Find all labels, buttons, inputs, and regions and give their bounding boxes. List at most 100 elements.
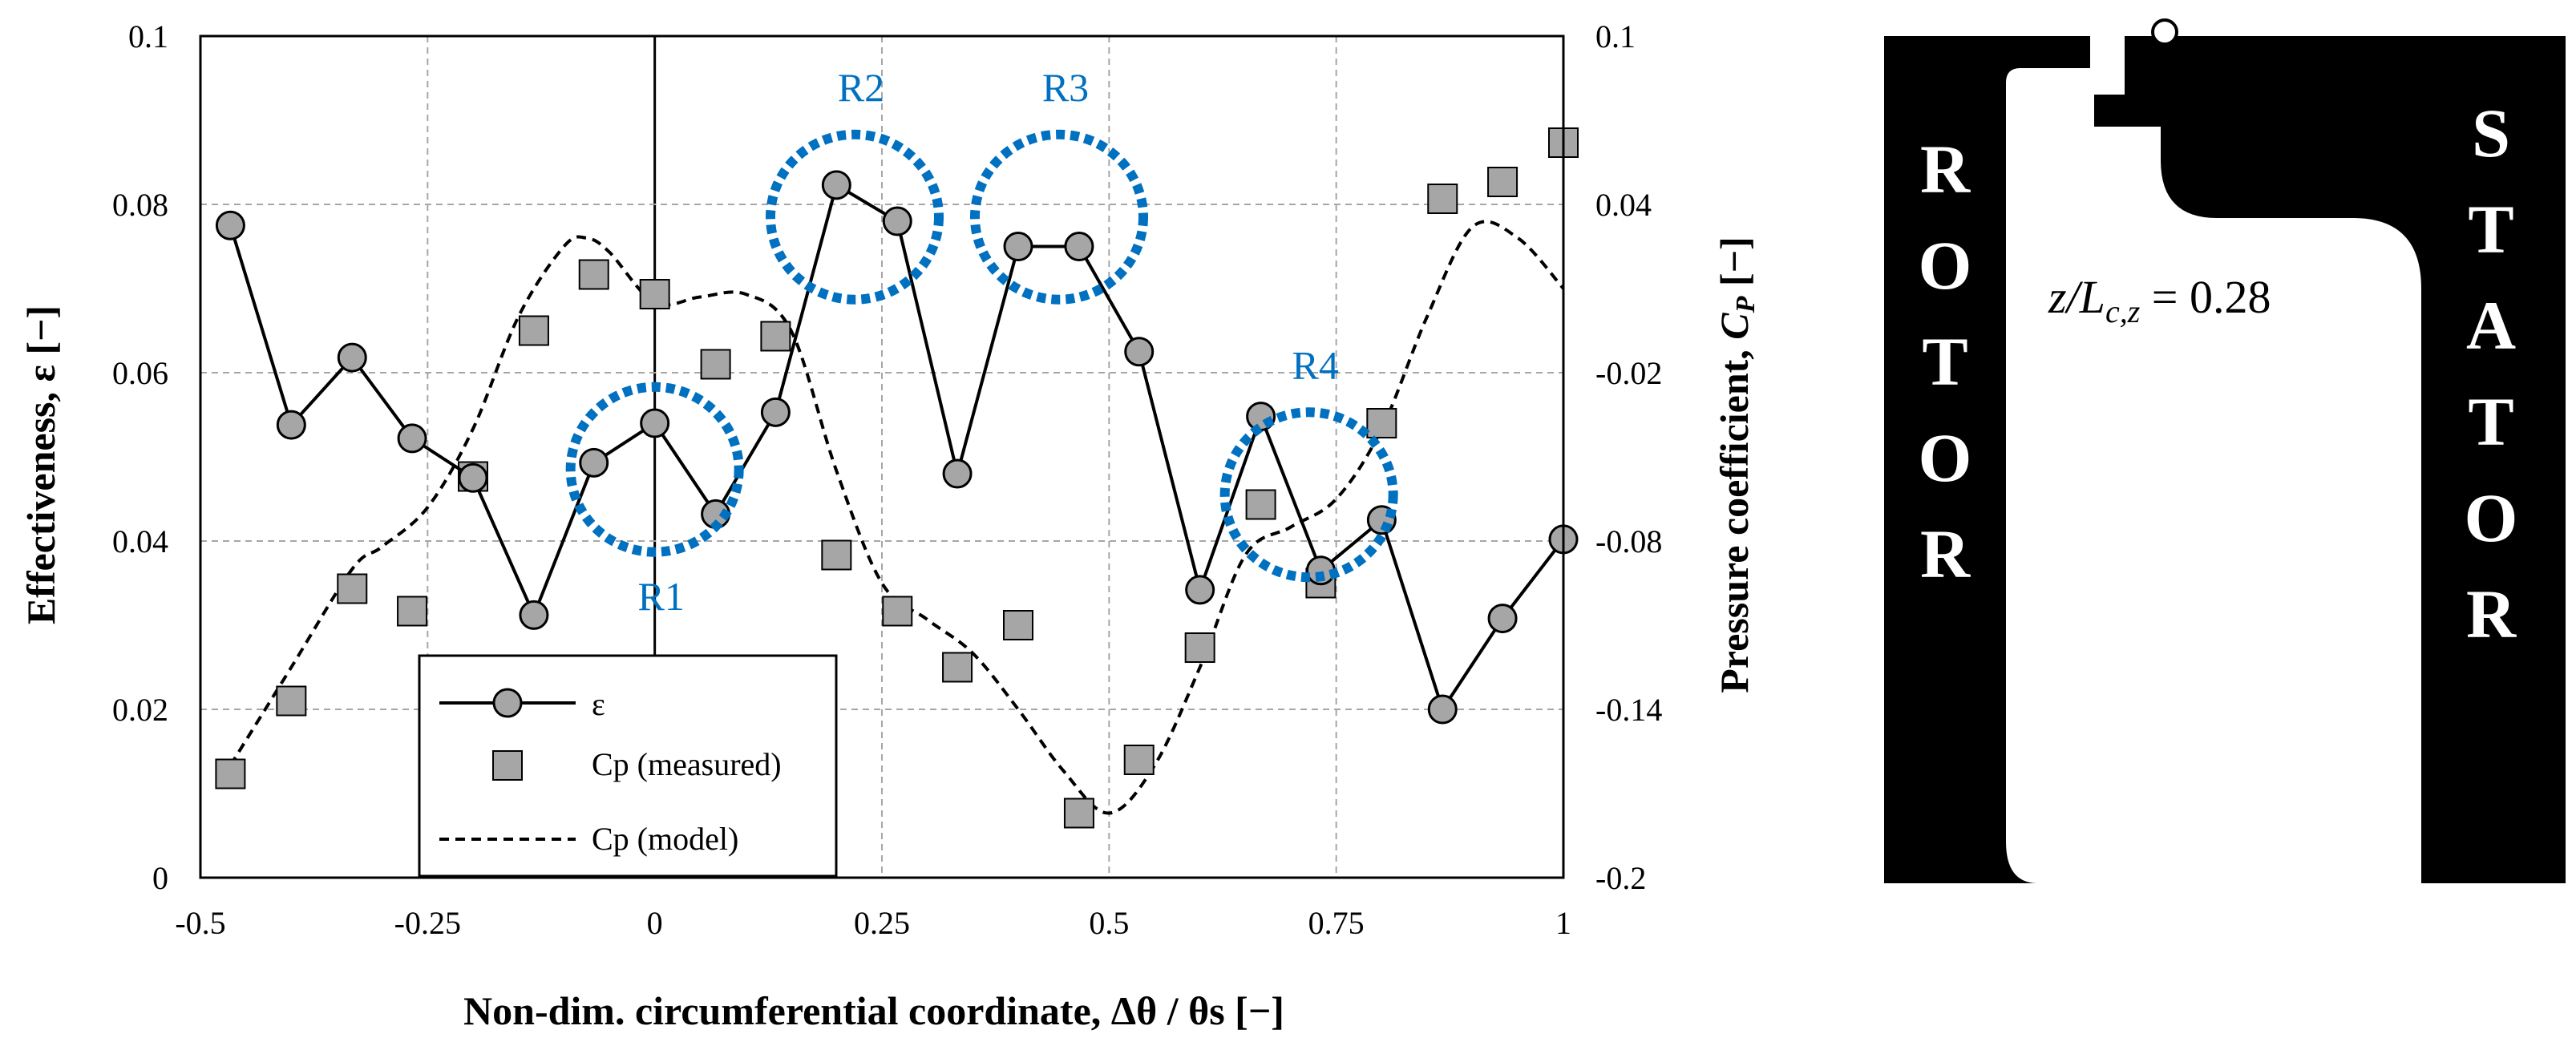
y-right-tick-label: 0.04 xyxy=(1595,187,1652,223)
y-axis-right-title-subscript: P xyxy=(1731,296,1761,313)
effectiveness-point xyxy=(1487,604,1518,634)
region-circle xyxy=(565,382,744,557)
cp-measured-point xyxy=(518,315,549,346)
schematic-letter: R xyxy=(2466,575,2517,652)
cp-measured-point xyxy=(1003,610,1033,640)
effectiveness-point xyxy=(276,410,306,440)
schematic-letter: O xyxy=(1919,419,1972,496)
x-tick-label: 0.75 xyxy=(1308,905,1365,941)
cp-measured-point xyxy=(215,758,246,789)
region-circle xyxy=(766,129,944,305)
cp-measured-point xyxy=(397,596,428,627)
schematic-letter: A xyxy=(2466,287,2516,364)
y-left-tick-label: 0.08 xyxy=(112,187,168,223)
y-left-tick-label: 0 xyxy=(152,860,168,896)
cp-measured-point xyxy=(1184,632,1215,663)
effectiveness-point xyxy=(579,447,609,478)
plot-frame xyxy=(199,34,1565,879)
legend-epsilon-marker xyxy=(492,688,523,718)
region-label: R4 xyxy=(1292,342,1338,387)
x-tick-label: -0.5 xyxy=(175,905,225,941)
y-left-tick-label: 0.06 xyxy=(112,355,168,391)
cp-model-line xyxy=(228,220,1565,815)
cp-measured-point xyxy=(700,349,731,380)
y-axis-right-title-symbol: C xyxy=(1712,313,1757,340)
y-left-tick-label: 0.1 xyxy=(128,18,168,55)
cp-measured-point xyxy=(1245,489,1276,520)
region-label: R3 xyxy=(1042,65,1089,110)
x-tick-label: -0.25 xyxy=(394,905,461,941)
y-left-tick-label: 0.02 xyxy=(112,692,168,728)
x-tick-label: 0.5 xyxy=(1089,905,1129,941)
effectiveness-point xyxy=(215,210,245,240)
cp-measured-point xyxy=(942,652,973,683)
x-tick-label: 0.25 xyxy=(854,905,910,941)
axial-position-rhs: = 0.28 xyxy=(2140,271,2271,323)
axial-position-subscript: c,z xyxy=(2105,293,2141,329)
effectiveness-point xyxy=(458,462,488,493)
effectiveness-point xyxy=(640,408,670,438)
cp-measured-point xyxy=(1427,184,1458,214)
effectiveness-point xyxy=(1003,232,1033,261)
stator-body xyxy=(2094,36,2566,883)
effectiveness-point xyxy=(1185,575,1215,605)
cp-measured-point xyxy=(276,685,307,717)
cp-measured-point xyxy=(1063,798,1094,829)
schematic-letter: T xyxy=(1922,323,1967,400)
region-markers: R1 R2 R3 R4 xyxy=(565,65,1398,619)
x-axis-title: Non-dim. circumferential coordinate, Δθ … xyxy=(463,988,1284,1033)
tick-labels: -0.5 -0.25 0 0.25 0.5 0.75 1 0 0.02 0.04 0.06 0.08 0… xyxy=(112,18,1662,941)
cp-measured-point xyxy=(882,596,913,627)
region-label: R1 xyxy=(637,574,684,619)
y-right-tick-label: -0.2 xyxy=(1595,860,1646,896)
effectiveness-point xyxy=(1427,694,1458,725)
grid xyxy=(200,36,1563,878)
schematic-letter: S xyxy=(2472,95,2510,172)
cp-measured-point xyxy=(337,573,368,604)
schematic-letter: R xyxy=(1920,515,1971,592)
region-label: R2 xyxy=(838,65,884,110)
y-axis-right-title-suffix: [−] xyxy=(1712,236,1757,296)
cp-measured-point xyxy=(639,279,670,309)
legend-cp-model-label: Cp (model) xyxy=(592,821,738,857)
cp-measured-point xyxy=(578,259,609,290)
x-tick-label: 1 xyxy=(1555,905,1571,941)
schematic-letter: R xyxy=(1920,131,1971,208)
axial-position-label: z/Lc,z = 0.28 xyxy=(2048,271,2271,329)
axial-position-lhs: z/L xyxy=(2048,271,2105,323)
effectiveness-point xyxy=(760,397,791,427)
cp-measured-point xyxy=(760,321,791,352)
y-right-tick-label: 0.1 xyxy=(1595,18,1636,55)
legend: ε Cp (measured) Cp (model) xyxy=(418,654,838,878)
y-axis-right-title-prefix: Pressure coefficient, xyxy=(1712,340,1757,693)
y-axis-left-title: Effectiveness, ε [−] xyxy=(18,305,63,624)
effectiveness-point xyxy=(519,600,549,630)
schematic-letter: T xyxy=(2468,191,2513,268)
probe-icon xyxy=(2151,18,2178,46)
effectiveness-point xyxy=(821,170,851,200)
effectiveness-point xyxy=(337,342,367,373)
effectiveness-point xyxy=(397,423,427,454)
region-circle xyxy=(1219,407,1398,583)
cp-measured-point xyxy=(1487,167,1519,197)
schematic-letter: O xyxy=(2465,479,2518,556)
y-axis-right-title: Pressure coefficient, CP [−] xyxy=(1712,236,1761,693)
legend-cp-measured-label: Cp (measured) xyxy=(592,746,782,782)
effectiveness-point xyxy=(942,458,973,489)
region-circle xyxy=(970,129,1148,305)
cp-measured-point xyxy=(1123,745,1155,775)
y-right-tick-label: -0.08 xyxy=(1595,523,1662,559)
chart: R1 R2 R3 R4 -0.5 -0.25 0 0.25 0.5 0.75 1 0 0.02 0.04… xyxy=(18,18,1761,1033)
schematic-letter: O xyxy=(1919,227,1972,304)
legend-cp-measured-marker xyxy=(492,750,523,781)
cp-measured-point xyxy=(821,539,852,571)
legend-epsilon-label: ε xyxy=(592,686,605,722)
effectiveness-point xyxy=(1064,232,1094,261)
schematic-letter: T xyxy=(2468,383,2513,460)
y-left-tick-label: 0.04 xyxy=(112,523,168,559)
effectiveness-point xyxy=(882,206,912,236)
